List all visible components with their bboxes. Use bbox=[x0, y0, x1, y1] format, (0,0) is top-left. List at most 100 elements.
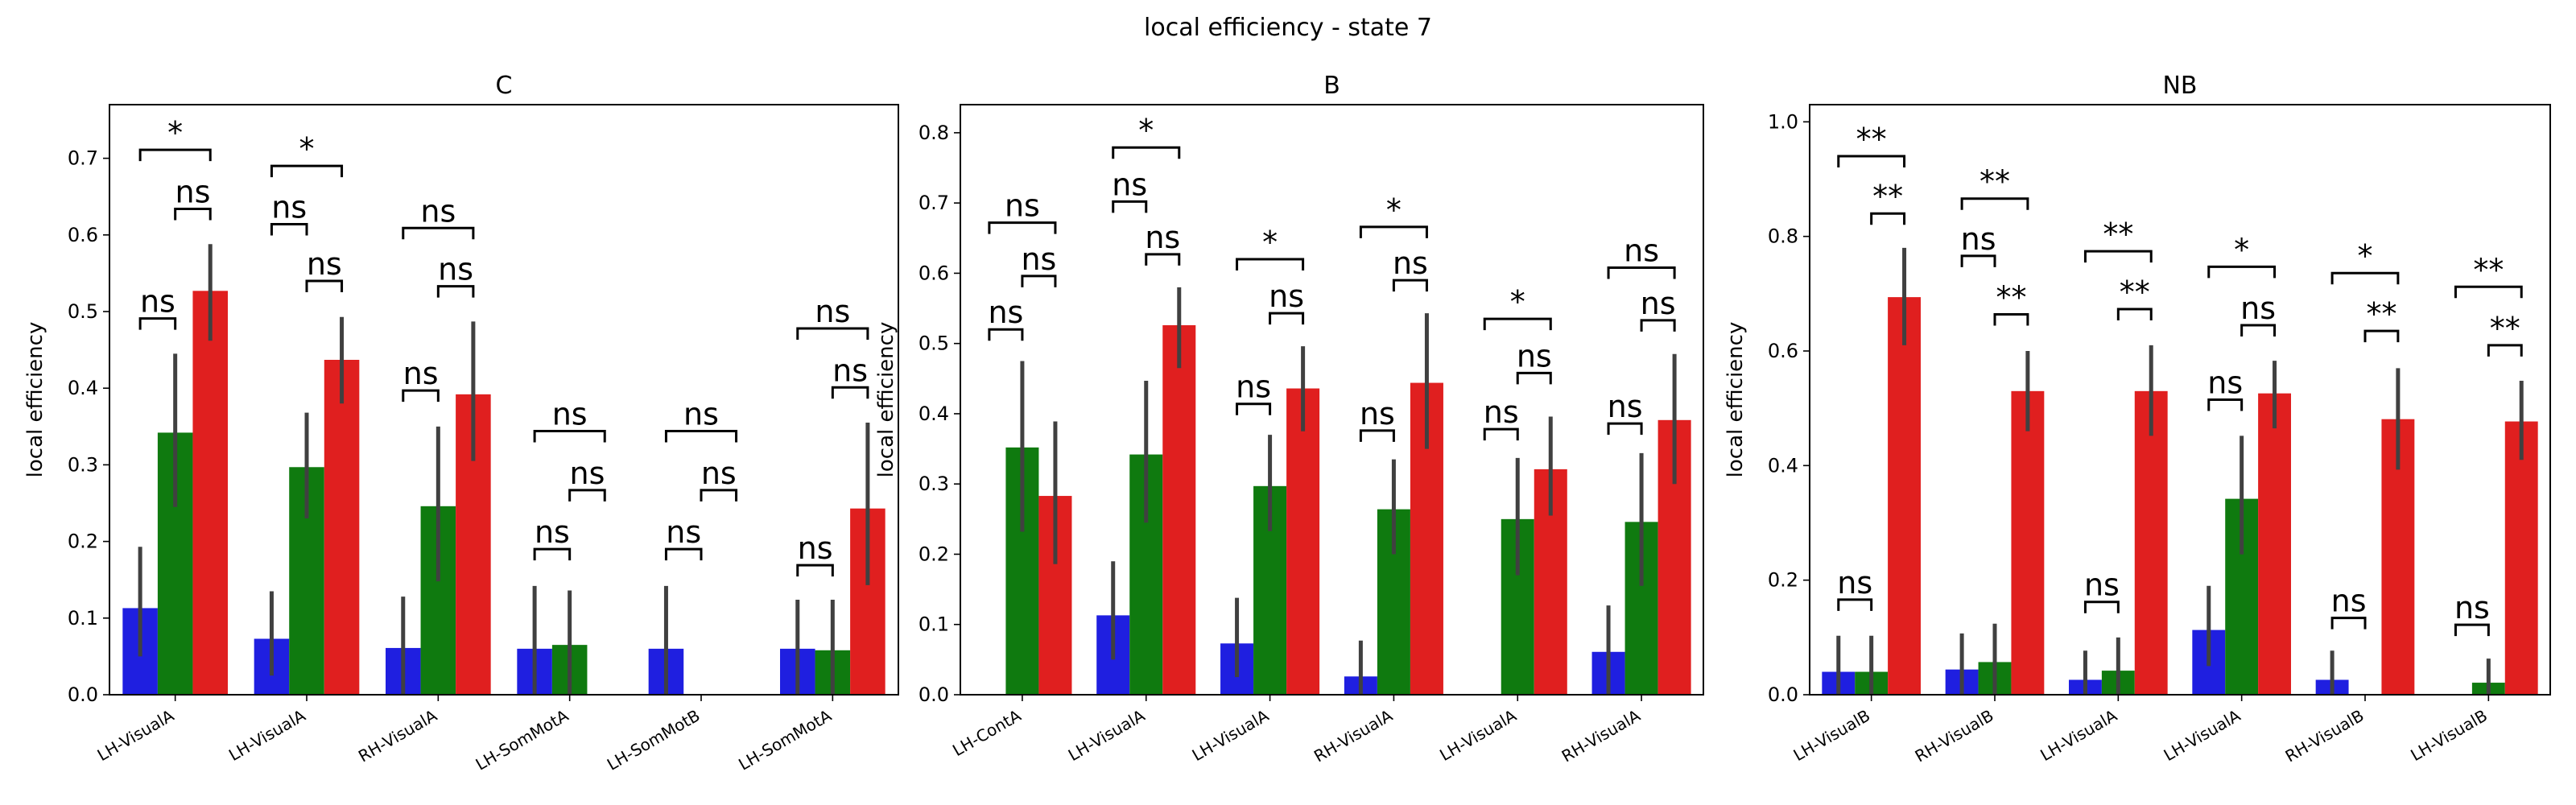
y-tick-label: 0.1 bbox=[68, 607, 98, 630]
significance-label: ** bbox=[2490, 311, 2520, 346]
significance-label: ns bbox=[535, 514, 570, 550]
y-tick-label: 0.5 bbox=[68, 300, 98, 323]
significance-bracket bbox=[1607, 266, 1676, 279]
significance-label: ns bbox=[666, 514, 701, 550]
significance-label: ** bbox=[1856, 122, 1887, 157]
significance-label: ns bbox=[2084, 568, 2120, 603]
significance-bracket bbox=[2083, 601, 2120, 613]
y-tick-label: 0.6 bbox=[1768, 340, 1798, 362]
chart-panel-0: 0.00.10.20.30.40.50.60.7LH-VisualA LH-Vis… bbox=[23, 72, 899, 774]
significance-bracket bbox=[568, 489, 606, 502]
significance-bracket bbox=[2207, 265, 2277, 279]
significance-bracket bbox=[1516, 371, 1552, 385]
significance-bracket bbox=[2487, 344, 2523, 357]
y-axis-label: local efficiency bbox=[1724, 322, 1748, 478]
significance-label: ** bbox=[2120, 275, 2150, 310]
significance-label: * bbox=[167, 115, 183, 151]
y-tick-label: 0.1 bbox=[919, 613, 949, 636]
significance-bracket bbox=[1112, 146, 1181, 159]
significance-bracket bbox=[2454, 285, 2523, 299]
bar bbox=[2504, 421, 2538, 695]
significance-label: ns bbox=[569, 456, 605, 491]
significance-bracket bbox=[2363, 329, 2400, 343]
y-tick-label: 0.3 bbox=[68, 453, 98, 476]
significance-bracket bbox=[2330, 271, 2400, 285]
panel-title: NB bbox=[2162, 72, 2197, 100]
bar bbox=[1286, 388, 1320, 695]
figure-title: local efficiency - state 7 bbox=[1144, 14, 1432, 42]
significance-bracket bbox=[270, 223, 308, 236]
significance-bracket bbox=[1837, 598, 1873, 611]
significance-bracket bbox=[2207, 398, 2244, 411]
y-tick-label: 0.7 bbox=[919, 192, 949, 214]
significance-bracket bbox=[664, 430, 738, 443]
significance-label: ns bbox=[815, 294, 850, 329]
bar bbox=[192, 291, 228, 695]
y-tick-label: 0.0 bbox=[1768, 683, 1798, 706]
significance-bracket bbox=[988, 221, 1057, 234]
significance-bracket bbox=[796, 564, 834, 577]
significance-bracket bbox=[1392, 279, 1428, 292]
significance-bracket bbox=[1021, 275, 1057, 287]
significance-bracket bbox=[2083, 250, 2153, 263]
significance-label: ns bbox=[2454, 590, 2490, 625]
significance-bracket bbox=[664, 547, 703, 561]
significance-bracket bbox=[305, 279, 344, 292]
significance-label: ns bbox=[420, 193, 456, 229]
plot-frame bbox=[960, 104, 1704, 696]
significance-label: ns bbox=[1608, 389, 1643, 424]
significance-bracket bbox=[1483, 317, 1552, 331]
significance-label: ns bbox=[2240, 291, 2276, 326]
significance-label: * bbox=[1386, 192, 1402, 228]
significance-bracket bbox=[1236, 258, 1305, 270]
y-tick-label: 0.6 bbox=[68, 224, 98, 246]
significance-bracket bbox=[796, 327, 869, 340]
panel-title: C bbox=[496, 72, 513, 100]
bar bbox=[1162, 325, 1196, 695]
significance-bracket bbox=[2454, 623, 2490, 637]
significance-label: ns bbox=[1961, 221, 1996, 257]
significance-bracket bbox=[1112, 200, 1148, 213]
significance-bracket bbox=[1269, 312, 1305, 325]
significance-bracket bbox=[533, 547, 572, 561]
y-tick-label: 0.6 bbox=[919, 262, 949, 284]
significance-bracket bbox=[1960, 254, 1996, 267]
y-tick-label: 0.0 bbox=[68, 683, 98, 706]
significance-bracket bbox=[831, 386, 869, 399]
significance-label: ** bbox=[2103, 217, 2133, 252]
significance-label: ns bbox=[988, 295, 1023, 330]
significance-label: ns bbox=[1112, 167, 1147, 202]
significance-bracket bbox=[1236, 402, 1272, 415]
significance-label: ns bbox=[1145, 220, 1180, 255]
significance-label: * bbox=[2234, 232, 2249, 267]
significance-label: ns bbox=[2207, 365, 2243, 401]
plot-frame bbox=[109, 104, 899, 696]
y-tick-label: 0.7 bbox=[68, 147, 98, 170]
significance-label: ns bbox=[1360, 396, 1395, 431]
bar bbox=[2011, 390, 2045, 695]
significance-label: ns bbox=[1269, 279, 1304, 314]
significance-bracket bbox=[1607, 422, 1643, 436]
significance-label: ** bbox=[2366, 296, 2396, 332]
significance-label: ns bbox=[1005, 188, 1040, 224]
significance-bracket bbox=[1993, 312, 2029, 326]
significance-bracket bbox=[1359, 225, 1428, 238]
significance-label: ns bbox=[832, 353, 868, 388]
significance-label: ns bbox=[271, 190, 307, 225]
significance-label: ns bbox=[2331, 584, 2367, 619]
significance-label: ns bbox=[1021, 242, 1056, 277]
significance-bracket bbox=[1359, 429, 1395, 442]
significance-label: ns bbox=[1517, 338, 1552, 374]
significance-bracket bbox=[402, 389, 440, 402]
significance-label: * bbox=[1138, 113, 1154, 148]
plot-frame bbox=[1809, 104, 2551, 696]
significance-bracket bbox=[2330, 617, 2367, 630]
significance-label: * bbox=[2358, 238, 2373, 274]
significance-bracket bbox=[2240, 324, 2277, 336]
significance-bracket bbox=[402, 226, 475, 240]
y-tick-label: 0.2 bbox=[1768, 569, 1798, 592]
y-tick-label: 0.8 bbox=[1768, 225, 1798, 248]
significance-bracket bbox=[988, 328, 1024, 341]
significance-label: ns bbox=[701, 456, 737, 491]
